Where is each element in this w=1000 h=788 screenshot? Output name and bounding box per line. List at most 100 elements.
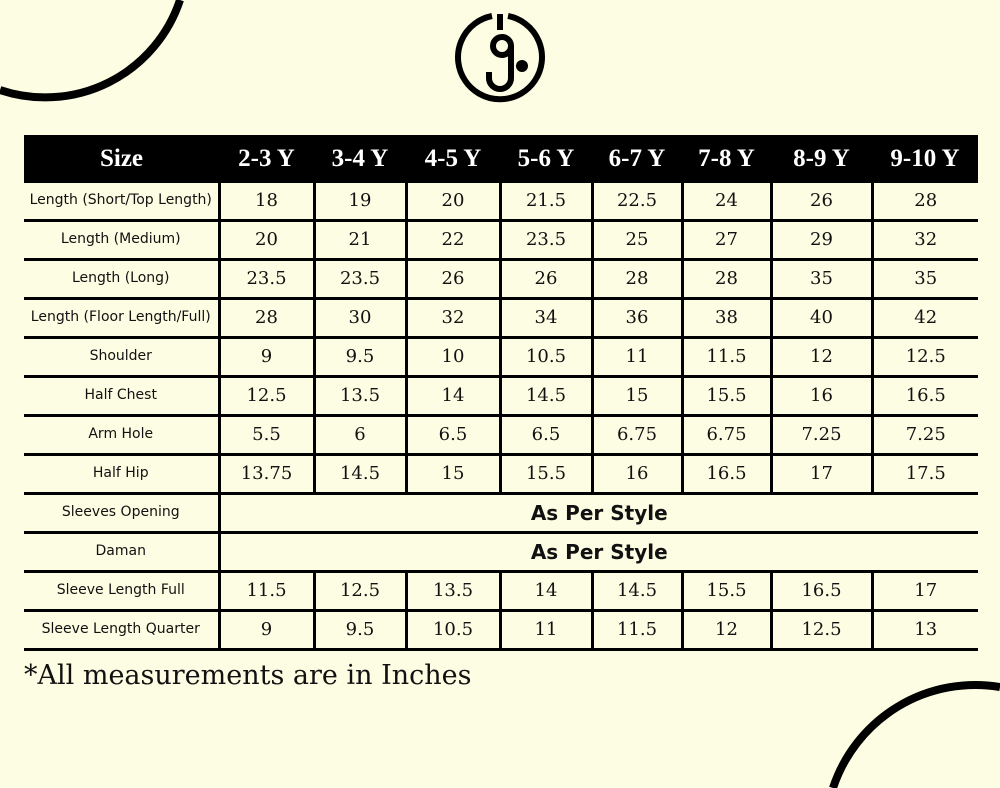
row-label: Length (Short/Top Length) xyxy=(24,183,219,222)
measurement-cell: 26 xyxy=(498,259,592,300)
measurement-cell: 28 xyxy=(590,259,682,300)
measurement-cell: 30 xyxy=(312,298,406,339)
measurement-cell: 23.5 xyxy=(498,220,592,261)
measurement-cell: 7.25 xyxy=(870,415,978,456)
measurement-cell: 22.5 xyxy=(590,183,682,222)
measurement-cell: 15 xyxy=(590,376,682,417)
measurement-cell: 20 xyxy=(404,183,500,222)
row-label: Sleeves Opening xyxy=(24,493,219,534)
measurement-cell: 6.75 xyxy=(680,415,771,456)
measurement-cell: 27 xyxy=(680,220,771,261)
measurement-cell: 6.5 xyxy=(498,415,592,456)
measurement-cell: 19 xyxy=(312,183,406,222)
row-label: Sleeve Length Quarter xyxy=(24,610,219,651)
measurement-cell: 12 xyxy=(680,610,771,651)
measurement-cell: 24 xyxy=(680,183,771,222)
measurement-cell: 18 xyxy=(217,183,314,222)
measurement-cell: 12.5 xyxy=(217,376,314,417)
measurement-cell: 11.5 xyxy=(217,571,314,612)
table-row: Length (Short/Top Length) 18 19 20 21.5 22.5 2… xyxy=(24,183,978,222)
size-label-header: Size xyxy=(24,135,219,183)
table-row: Shoulder 9 9.5 10 10.5 11 11.5 12 12.5 xyxy=(24,337,978,378)
top-left-arc xyxy=(0,0,184,102)
measurement-cell: 11.5 xyxy=(680,337,771,378)
measurement-cell: 9.5 xyxy=(312,337,406,378)
measurement-cell: 25 xyxy=(590,220,682,261)
size-header: 9-10 Y xyxy=(872,135,978,183)
table-row: Half Chest 12.5 13.5 14 14.5 15 15.5 16 16.5 xyxy=(24,376,978,417)
measurement-cell: 11.5 xyxy=(590,610,682,651)
measurement-cell: 21.5 xyxy=(498,183,592,222)
measurement-cell: 5.5 xyxy=(217,415,314,456)
measurement-cell: 26 xyxy=(404,259,500,300)
measurement-cell: 16.5 xyxy=(870,376,978,417)
measurement-cell: 29 xyxy=(769,220,872,261)
measurement-cell: 14.5 xyxy=(590,571,682,612)
measurement-cell: 15.5 xyxy=(680,571,771,612)
measurement-cell: 12 xyxy=(769,337,872,378)
measurement-cell: 38 xyxy=(680,298,771,339)
measurement-cell: 42 xyxy=(870,298,978,339)
footnote: *All measurements are in Inches xyxy=(24,660,472,691)
measurement-cell: 17.5 xyxy=(870,454,978,495)
table-row: Sleeve Length Quarter 9 9.5 10.5 11 11.5 12 12.… xyxy=(24,610,978,651)
size-header: 3-4 Y xyxy=(314,135,406,183)
measurement-cell: 12.5 xyxy=(312,571,406,612)
measurement-cell: 9.5 xyxy=(312,610,406,651)
row-label: Half Chest xyxy=(24,376,219,417)
measurement-cell: 28 xyxy=(870,183,978,222)
measurement-cell: 23.5 xyxy=(217,259,314,300)
measurement-cell: 36 xyxy=(590,298,682,339)
measurement-cell: 13.75 xyxy=(217,454,314,495)
merged-cell: As Per Style xyxy=(217,493,978,534)
measurement-cell: 6.5 xyxy=(404,415,500,456)
measurement-cell: 6 xyxy=(312,415,406,456)
measurement-cell: 9 xyxy=(217,610,314,651)
table-row: Daman As Per Style xyxy=(24,532,978,573)
size-header: 5-6 Y xyxy=(500,135,592,183)
table-row: Arm Hole 5.5 6 6.5 6.5 6.75 6.75 7.25 7.25 xyxy=(24,415,978,456)
measurement-cell: 34 xyxy=(498,298,592,339)
measurement-cell: 28 xyxy=(217,298,314,339)
row-label: Length (Medium) xyxy=(24,220,219,261)
row-label: Half Hip xyxy=(24,454,219,495)
measurement-cell: 11 xyxy=(590,337,682,378)
measurement-cell: 15 xyxy=(404,454,500,495)
measurement-cell: 10.5 xyxy=(498,337,592,378)
row-label: Length (Floor Length/Full) xyxy=(24,298,219,339)
measurement-cell: 14 xyxy=(404,376,500,417)
row-label: Arm Hole xyxy=(24,415,219,456)
table-row: Sleeve Length Full 11.5 12.5 13.5 14 14.5 15.5… xyxy=(24,571,978,612)
measurement-cell: 28 xyxy=(680,259,771,300)
measurement-cell: 26 xyxy=(769,183,872,222)
measurement-cell: 17 xyxy=(870,571,978,612)
size-header: 7-8 Y xyxy=(682,135,771,183)
row-label: Length (Long) xyxy=(24,259,219,300)
measurement-cell: 12.5 xyxy=(870,337,978,378)
size-header: 8-9 Y xyxy=(771,135,872,183)
table-row: Length (Long) 23.5 23.5 26 26 28 28 35 35 xyxy=(24,259,978,300)
measurement-cell: 32 xyxy=(404,298,500,339)
measurement-cell: 7.25 xyxy=(769,415,872,456)
measurement-cell: 16.5 xyxy=(769,571,872,612)
measurement-cell: 35 xyxy=(769,259,872,300)
measurement-cell: 10.5 xyxy=(404,610,500,651)
measurement-cell: 32 xyxy=(870,220,978,261)
row-label: Shoulder xyxy=(24,337,219,378)
measurement-cell: 10 xyxy=(404,337,500,378)
measurement-cell: 16 xyxy=(769,376,872,417)
brand-logo-icon xyxy=(455,13,545,103)
merged-cell: As Per Style xyxy=(217,532,978,573)
measurement-cell: 13 xyxy=(870,610,978,651)
measurement-cell: 13.5 xyxy=(312,376,406,417)
measurement-cell: 14.5 xyxy=(312,454,406,495)
row-label: Daman xyxy=(24,532,219,573)
size-header: 4-5 Y xyxy=(406,135,500,183)
size-header: 6-7 Y xyxy=(592,135,682,183)
bottom-right-arc xyxy=(829,681,1000,788)
measurement-cell: 20 xyxy=(217,220,314,261)
measurement-cell: 11 xyxy=(498,610,592,651)
measurement-cell: 15.5 xyxy=(498,454,592,495)
